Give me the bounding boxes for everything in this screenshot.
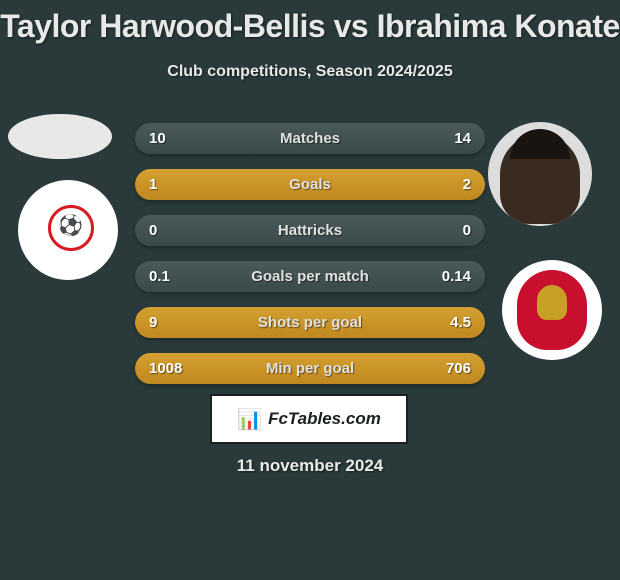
comparison-date: 11 november 2024 bbox=[0, 456, 620, 476]
stat-left-value: 9 bbox=[149, 314, 157, 331]
stat-label: Hattricks bbox=[135, 222, 485, 239]
stat-left-value: 1008 bbox=[149, 360, 182, 377]
stat-row-shots-per-goal: 9 Shots per goal 4.5 bbox=[135, 307, 485, 338]
stat-label: Matches bbox=[135, 130, 485, 147]
club-right-badge bbox=[502, 260, 602, 360]
stat-row-matches: 10 Matches 14 bbox=[135, 123, 485, 154]
chart-icon: 📊 bbox=[237, 407, 262, 432]
stat-left-value: 1 bbox=[149, 176, 157, 193]
stat-left-value: 10 bbox=[149, 130, 166, 147]
stat-right-value: 2 bbox=[463, 176, 471, 193]
player-right-avatar bbox=[488, 122, 592, 226]
stat-label: Goals bbox=[135, 176, 485, 193]
stat-label: Min per goal bbox=[135, 360, 485, 377]
stat-right-value: 4.5 bbox=[450, 314, 471, 331]
stat-label: Shots per goal bbox=[135, 314, 485, 331]
stat-label: Goals per match bbox=[135, 268, 485, 285]
stat-row-goals: 1 Goals 2 bbox=[135, 169, 485, 200]
stat-row-hattricks: 0 Hattricks 0 bbox=[135, 215, 485, 246]
player-left-avatar bbox=[8, 114, 112, 159]
comparison-title: Taylor Harwood-Bellis vs Ibrahima Konate bbox=[0, 0, 620, 45]
branding-label: FcTables.com bbox=[268, 409, 381, 429]
stat-right-value: 14 bbox=[454, 130, 471, 147]
stat-row-goals-per-match: 0.1 Goals per match 0.14 bbox=[135, 261, 485, 292]
stat-right-value: 0 bbox=[463, 222, 471, 239]
stats-container: 10 Matches 14 1 Goals 2 0 Hattricks 0 0.… bbox=[135, 123, 485, 399]
stat-left-value: 0 bbox=[149, 222, 157, 239]
club-left-badge bbox=[18, 180, 118, 280]
comparison-subtitle: Club competitions, Season 2024/2025 bbox=[0, 63, 620, 81]
stat-right-value: 0.14 bbox=[442, 268, 471, 285]
southampton-badge-icon bbox=[33, 195, 103, 265]
stat-left-value: 0.1 bbox=[149, 268, 170, 285]
liverpool-badge-icon bbox=[517, 270, 587, 350]
stat-right-value: 706 bbox=[446, 360, 471, 377]
stat-row-min-per-goal: 1008 Min per goal 706 bbox=[135, 353, 485, 384]
player-face-icon bbox=[500, 134, 580, 224]
branding-box[interactable]: 📊 FcTables.com bbox=[210, 394, 408, 444]
